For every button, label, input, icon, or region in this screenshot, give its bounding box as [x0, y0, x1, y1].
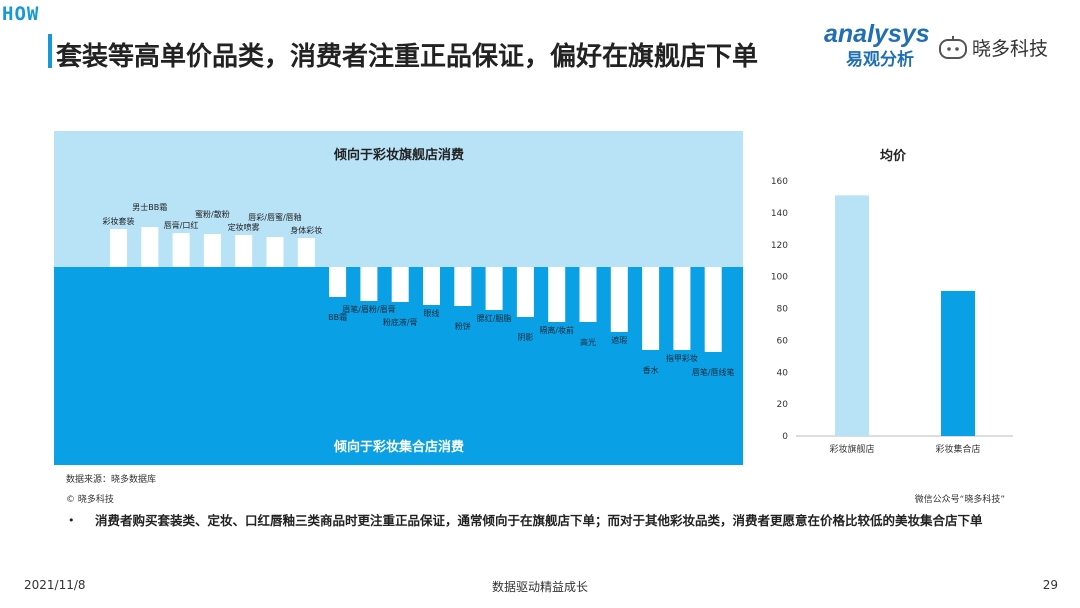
bar-指甲彩妆: [673, 267, 691, 350]
analysys-logo: analysys 易观分析: [824, 20, 930, 70]
avg-bar-彩妆旗舰店: [835, 195, 869, 436]
avg-bar-彩妆集合店: [941, 290, 975, 436]
bar-label-唇笔/唇线笔: 唇笔/唇线笔: [692, 367, 735, 377]
page-number: 29: [1042, 578, 1058, 592]
bar-label-唇彩/唇蜜/唇釉: 唇彩/唇蜜/唇釉: [248, 212, 301, 222]
bar-眼线: [423, 267, 440, 305]
bar-唇彩/唇蜜/唇釉: [266, 237, 284, 267]
y-tick-40: 40: [777, 368, 789, 378]
bar-label-唇膏/口红: 唇膏/口红: [164, 220, 199, 230]
footer-date: 2021/11/8: [24, 578, 86, 592]
bar-label-指甲彩妆: 指甲彩妆: [666, 353, 698, 363]
bar-隔离/妆前: [548, 267, 566, 322]
bar-唇膏/口红: [172, 233, 190, 267]
page-title: 套装等高单价品类，消费者注重正品保证，偏好在旗舰店下单: [56, 42, 759, 72]
average-price-chart: 均价 0 20 40 60 80 100 120 140 160 彩妆旗舰店 彩妆集合店: [771, 148, 1013, 455]
y-tick-0: 0: [782, 432, 788, 442]
bar-香水: [642, 267, 660, 350]
bar-label-香水: 香水: [643, 365, 659, 375]
y-tick-120: 120: [771, 241, 788, 251]
bar-label-隔离/妆前: 隔离/妆前: [539, 325, 574, 335]
bar-label-粉饼: 粉饼: [455, 321, 471, 331]
y-tick-140: 140: [771, 209, 788, 219]
bar-label-眼线: 眼线: [424, 308, 440, 318]
bar-label-遮瑕: 遮瑕: [611, 335, 627, 345]
bar-阴影: [516, 267, 534, 317]
xiaoduo-logo: 晓多科技: [938, 34, 1048, 61]
bar-label-眉笔/眉粉/眉膏: 眉笔/眉粉/眉膏: [342, 304, 395, 314]
bar-BB霜: [329, 267, 347, 297]
bar-男士BB霜: [141, 227, 159, 267]
bar-彩妆套装: [110, 229, 127, 267]
bar-label-高光: 高光: [580, 337, 596, 347]
bar-label-粉底液/膏: 粉底液/膏: [383, 317, 418, 327]
bar-身体彩妆: [297, 238, 315, 267]
xiaoduo-logo-text: 晓多科技: [972, 38, 1049, 60]
top-region-label: 倾向于彩妆旗舰店消费: [333, 147, 464, 163]
bar-眉笔/眉粉/眉膏: [360, 267, 378, 301]
bar-粉底液/膏: [391, 267, 409, 302]
y-tick-60: 60: [777, 336, 789, 346]
bar-蜜粉/散粉: [203, 234, 221, 267]
robot-face-icon: [939, 35, 967, 59]
title-accent-bar: [48, 34, 52, 68]
bar-label-BB霜: BB霜: [328, 313, 347, 322]
section-tag: HOW: [2, 3, 40, 25]
x-label-彩妆旗舰店: 彩妆旗舰店: [829, 443, 874, 455]
bar-遮瑕: [610, 267, 628, 332]
y-tick-80: 80: [777, 305, 789, 315]
y-tick-20: 20: [777, 400, 789, 410]
avg-chart-title: 均价: [880, 148, 907, 164]
y-tick-100: 100: [771, 273, 788, 283]
bar-唇笔/唇线笔: [704, 267, 722, 352]
bar-label-蜜粉/散粉: 蜜粉/散粉: [195, 209, 230, 219]
analysys-logo-text: analysys: [824, 20, 930, 48]
bar-label-定妆喷雾: 定妆喷雾: [228, 222, 260, 232]
insight-text: 消费者购买套装类、定妆、口红唇釉三类商品时更注重正品保证，通常倾向于在旗舰店下单…: [95, 513, 983, 528]
bar-粉饼: [454, 267, 472, 306]
data-source-note: 数据来源：晓多数据库: [66, 475, 157, 485]
footer-slogan: 数据驱动精益成长: [491, 580, 588, 594]
bar-label-彩妆套装: 彩妆套装: [103, 216, 135, 226]
bar-label-身体彩妆: 身体彩妆: [290, 225, 322, 235]
bar-高光: [579, 267, 597, 322]
bullet-marker: •: [68, 514, 75, 527]
analysys-logo-cn: 易观分析: [846, 50, 914, 70]
bar-腮红/胭脂: [485, 267, 503, 310]
bottom-region-label: 倾向于彩妆集合店消费: [333, 439, 464, 455]
bar-label-阴影: 阴影: [517, 332, 533, 342]
y-tick-160: 160: [771, 177, 788, 187]
copyright-note: © 晓多科技: [66, 495, 114, 505]
x-label-彩妆集合店: 彩妆集合店: [935, 443, 980, 455]
top-region-bg: [54, 131, 743, 267]
wechat-note: 微信公众号“晓多科技”: [914, 495, 1005, 505]
bar-label-男士BB霜: 男士BB霜: [132, 202, 167, 212]
bar-label-腮红/胭脂: 腮红/胭脂: [477, 313, 512, 323]
bar-定妆喷雾: [235, 235, 253, 267]
